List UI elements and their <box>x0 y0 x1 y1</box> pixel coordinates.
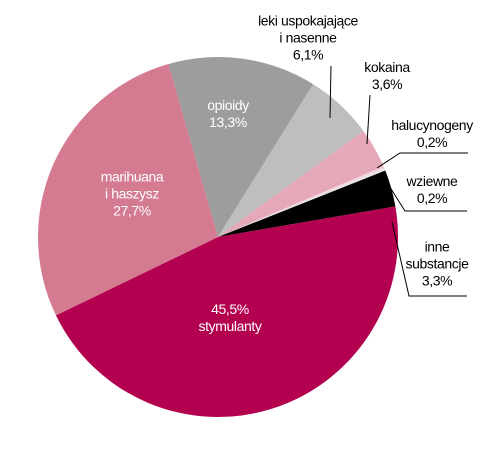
pie-slice <box>218 170 396 237</box>
value-label: 13,3% <box>209 114 247 130</box>
slice-label: opioidy 13,3% <box>207 97 249 131</box>
value-label: 0,2% <box>416 190 448 206</box>
slice-label: wziewne 0,2% <box>407 173 458 207</box>
leader-line <box>329 65 332 119</box>
category-label: marihuana i haszysz <box>100 168 164 202</box>
value-label: 3,6% <box>371 76 403 92</box>
value-label: 27,7% <box>113 202 151 219</box>
pie-slice <box>55 206 399 417</box>
leader-line <box>391 221 467 297</box>
category-label: halucynogeny <box>391 117 473 133</box>
pie-slice <box>38 63 218 316</box>
slice-label: marihuana i haszysz 27,7% <box>101 169 164 220</box>
value-label: 6,1% <box>292 46 324 63</box>
category-label: leki uspokajające i nasenne <box>258 12 358 46</box>
leader-line <box>376 152 468 169</box>
value-label: 3,3% <box>421 272 453 289</box>
category-label: stymulanty <box>198 318 262 334</box>
pie-slice <box>218 130 384 237</box>
slice-label: 45,5% stymulanty <box>199 301 262 335</box>
pie-slice <box>218 168 386 237</box>
value-label: 45,5% <box>211 301 249 317</box>
pie-slice <box>218 166 385 237</box>
leader-line <box>380 172 467 212</box>
slice-label: halucynogeny 0,2% <box>391 117 473 151</box>
value-label: 0,2% <box>416 134 448 150</box>
category-label: kokaina <box>364 59 410 75</box>
slice-label: leki uspokajające i nasenne 6,1% <box>258 13 358 64</box>
pie-slice <box>218 84 364 237</box>
category-label: inne substancje <box>405 238 469 272</box>
slice-label: inne substancje 3,3% <box>406 239 469 290</box>
pie-slice <box>168 57 314 237</box>
slice-label: kokaina 3,6% <box>364 59 410 93</box>
category-label: opioidy <box>207 97 249 113</box>
category-label: wziewne <box>406 173 458 189</box>
leader-line <box>366 94 371 145</box>
